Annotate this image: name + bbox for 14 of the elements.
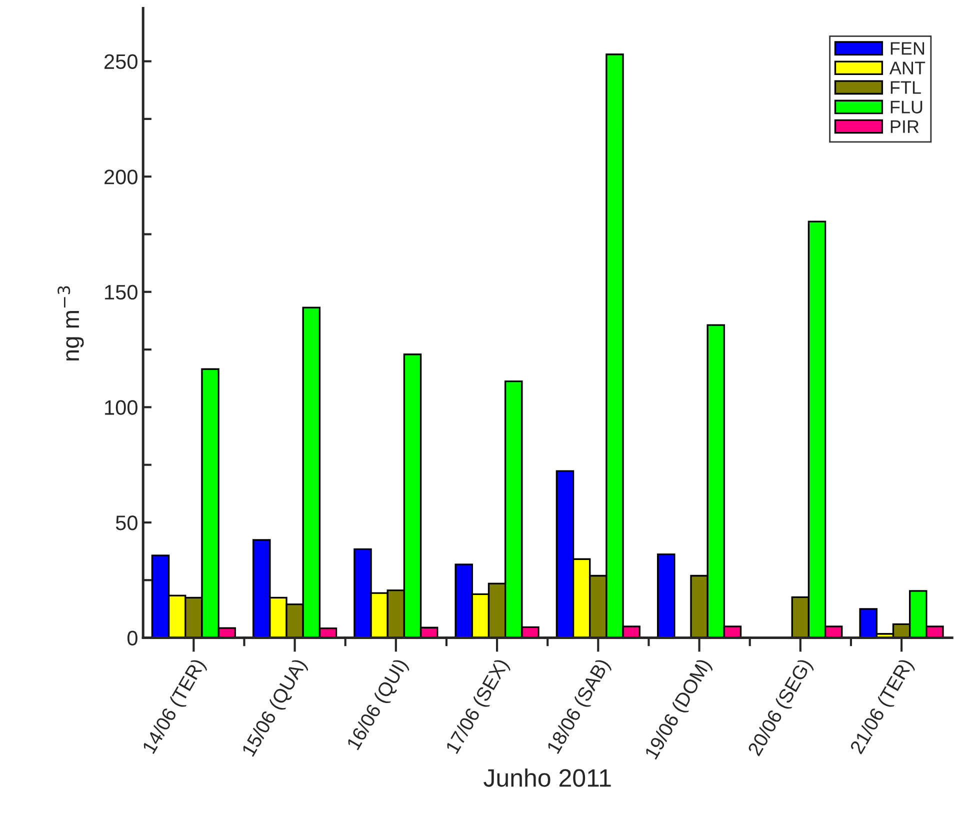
legend-label: FLU <box>890 100 922 114</box>
x-axis-title: Junho 2011 <box>484 768 611 787</box>
y-axis-title: ng m$^{−3}$ <box>58 286 84 360</box>
y-tick-label: 200 <box>104 170 138 184</box>
y-tick-label: 50 <box>116 515 138 530</box>
legend-label: FEN <box>890 42 924 55</box>
y-tick-label: 250 <box>104 54 138 70</box>
y-tick-label: 0 <box>127 630 138 646</box>
y-tick-label: 100 <box>105 400 138 415</box>
bar <box>656 553 676 638</box>
legend-label: FTL <box>890 81 921 94</box>
legend-label: PIR <box>890 120 919 133</box>
legend-label: ANT <box>889 62 926 74</box>
y-tick-label: 150 <box>105 284 138 300</box>
